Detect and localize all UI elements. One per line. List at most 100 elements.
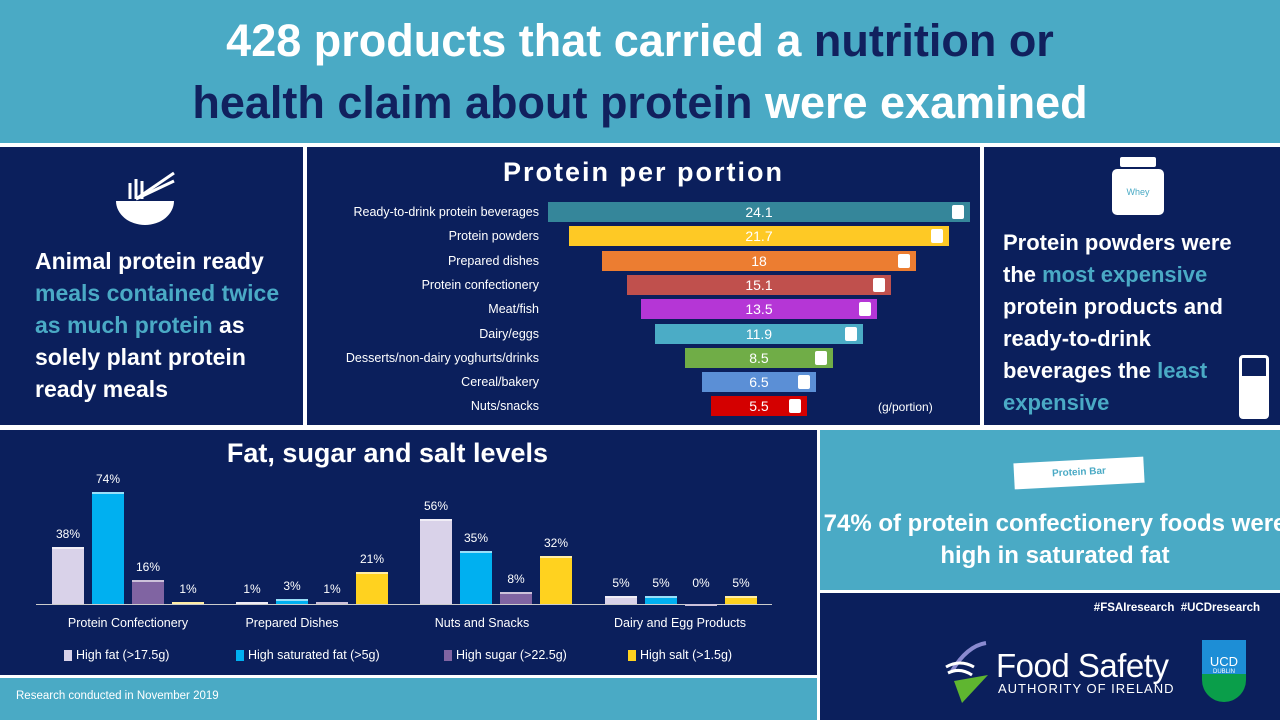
whey-tub-icon: Whey [1112, 157, 1164, 215]
bar [420, 519, 452, 604]
data-label: 8% [507, 571, 525, 586]
data-label: 1% [243, 582, 261, 596]
cost-text: Protein powders were the most expensive … [1003, 230, 1232, 415]
eggs-icon [844, 326, 857, 341]
x-axis [36, 604, 772, 605]
data-label: 56% [423, 499, 449, 514]
data-label: 11.9 [745, 325, 773, 342]
data-label: 5% [612, 576, 630, 591]
bar: 18 [601, 250, 917, 271]
category-label: Cereal/bakery [461, 375, 539, 390]
data-label: 0% [692, 576, 710, 590]
bar [316, 602, 348, 604]
legend-swatch [64, 649, 72, 661]
data-label: 74% [95, 472, 121, 487]
legend-label: High fat (>17.5g) [76, 648, 170, 662]
glass-of-milk-icon [1239, 355, 1269, 419]
data-label: 32% [543, 535, 569, 550]
saturated-fat-stat-panel: Protein Bar 74% of protein confectionery… [820, 430, 1280, 590]
data-label: 16% [135, 559, 161, 574]
category-label: Protein confectionery [421, 277, 539, 292]
pasta-dish-icon [898, 253, 911, 268]
data-label: 1% [323, 582, 341, 596]
data-label: 21% [359, 552, 385, 567]
bar [132, 579, 164, 604]
data-label: 24.1 [745, 204, 773, 220]
unit-label: (g/portion) [878, 400, 933, 414]
category-label: Prepared Dishes [245, 616, 339, 630]
ready-meals-text: Animal protein ready meals contained twi… [35, 248, 280, 402]
chart-title: Fat, sugar and salt levels [226, 438, 549, 468]
bar: 21.7 [569, 226, 949, 247]
legend-label: High salt (>1.5g) [640, 648, 733, 662]
legend-item: High fat (>17.5g) [64, 648, 169, 662]
bar: 24.1 [548, 202, 970, 222]
title-text: 428 products that carried a [226, 15, 814, 66]
legend-item: High sugar (>22.5g) [444, 648, 567, 662]
data-label: 35% [463, 531, 489, 546]
bar [500, 591, 532, 604]
header-banner: 428 products that carried a nutrition or… [0, 0, 1280, 143]
data-label: 38% [55, 526, 81, 541]
bar [276, 599, 308, 604]
protein-bar-icon: Protein Bar [1013, 456, 1145, 490]
legend-swatch [236, 649, 244, 661]
bar: 5.5 [710, 396, 808, 417]
data-label: 21.7 [745, 228, 773, 245]
stat-text: 74% of protein confectionery foods were … [823, 510, 1280, 569]
ready-meals-panel: Animal protein ready meals contained twi… [0, 147, 303, 425]
category-label: Prepared dishes [447, 253, 539, 268]
bar [685, 604, 717, 606]
data-label: 15.1 [745, 276, 773, 293]
category-label: Dairy and Egg Products [613, 616, 746, 630]
data-label: 1% [179, 582, 197, 596]
bar: 6.5 [702, 372, 816, 393]
cost-panel: Whey Protein powders were the most expen… [984, 147, 1280, 425]
bar: 8.5 [684, 347, 834, 368]
data-label: 5% [732, 576, 750, 591]
title-highlight: nutrition or [813, 15, 1054, 66]
category-label: Nuts/snacks [470, 399, 539, 414]
data-label: 5.5 [749, 398, 769, 415]
data-label: 3% [283, 579, 301, 594]
protein-bar-icon [872, 277, 885, 292]
data-label: 13.5 [745, 301, 773, 318]
bottle-icon [951, 205, 964, 219]
bar: 15.1 [627, 274, 891, 295]
category-label: Meat/fish [488, 302, 539, 317]
bar [645, 596, 677, 604]
bar [605, 596, 637, 604]
bar: 11.9 [655, 323, 863, 344]
data-label: 8.5 [749, 349, 769, 366]
bar [460, 551, 492, 604]
chart-title: Protein per portion [503, 157, 784, 187]
snack-pack-icon [789, 399, 802, 414]
bar [356, 572, 388, 604]
fat-sugar-salt-chart: 38% 74% 16% 1% Protein Confectionery 1% 3% 1% 21… [0, 430, 817, 675]
research-date-note: Research conducted in November 2019 [16, 690, 219, 702]
yoghurt-icon [815, 350, 828, 365]
bar [172, 602, 204, 604]
logos-panel: #FSAIresearch #UCDresearch Food Safety A… [820, 593, 1280, 720]
cereal-bowl-icon [797, 375, 810, 390]
legend-item: High saturated fat (>5g) [236, 648, 380, 662]
legend-swatch [628, 649, 636, 661]
data-label: 6.5 [749, 374, 769, 391]
category-label: Nuts and Snacks [434, 616, 530, 630]
protein-per-portion-panel: Protein per portion Ready-to-drink prote… [307, 147, 980, 425]
fsai-logo-subtitle: AUTHORITY OF IRELAND [998, 681, 1175, 696]
hashtags: #FSAIresearch #UCDresearch [1093, 602, 1260, 614]
noodle-bowl-icon [116, 171, 175, 225]
fsai-logo-icon [945, 641, 988, 703]
whey-tub-icon [930, 229, 943, 244]
fat-sugar-salt-panel: Fat, sugar and salt levels 38% 74% 16% 1% Pr… [0, 430, 817, 675]
title-text: were examined [752, 77, 1088, 128]
legend-label: High sugar (>22.5g) [456, 648, 567, 662]
ucd-logo: UCD DUBLIN [1202, 640, 1246, 702]
protein-chart: Ready-to-drink protein beverages 24.1 Prot… [307, 147, 980, 425]
category-label: Protein powders [448, 229, 539, 244]
category-label: Ready-to-drink protein beverages [353, 205, 539, 219]
bar [540, 555, 572, 604]
bar: 13.5 [641, 299, 877, 320]
legend-label: High saturated fat (>5g) [248, 648, 380, 662]
